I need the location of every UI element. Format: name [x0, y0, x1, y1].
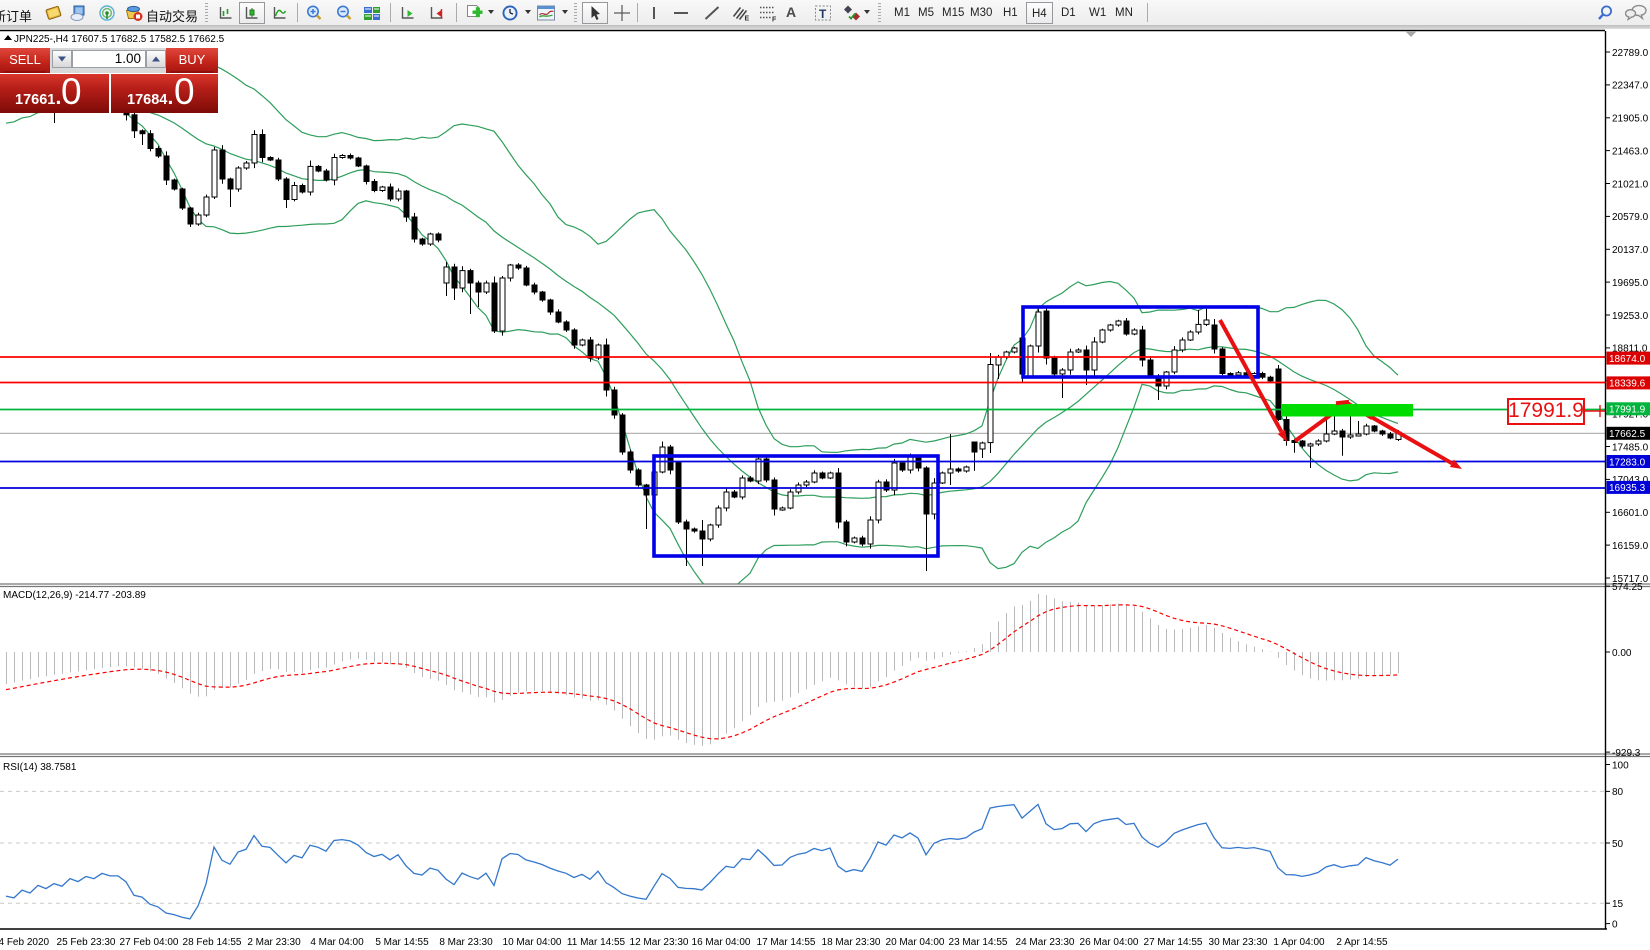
svg-text:F: F: [772, 17, 777, 22]
svg-text:21463.0: 21463.0: [1612, 146, 1649, 157]
svg-text:19695.0: 19695.0: [1612, 278, 1649, 289]
svg-text:5 Mar 14:55: 5 Mar 14:55: [375, 937, 429, 948]
svg-text:17 Mar 14:55: 17 Mar 14:55: [757, 937, 816, 948]
svg-text:17991.9: 17991.9: [1609, 405, 1646, 416]
svg-text:27 Feb 04:00: 27 Feb 04:00: [120, 937, 179, 948]
svg-text:27 Mar 14:55: 27 Mar 14:55: [1144, 937, 1203, 948]
svg-text:21021.0: 21021.0: [1612, 179, 1649, 190]
svg-text:25 Feb 23:30: 25 Feb 23:30: [57, 937, 116, 948]
svg-text:574.25: 574.25: [1612, 582, 1643, 593]
svg-text:20137.0: 20137.0: [1612, 245, 1649, 256]
svg-text:16935.3: 16935.3: [1609, 483, 1646, 494]
svg-text:17485.0: 17485.0: [1612, 442, 1649, 453]
svg-text:18339.6: 18339.6: [1609, 379, 1646, 390]
svg-text:E: E: [745, 16, 750, 22]
svg-text:17991.9: 17991.9: [1508, 399, 1584, 422]
svg-text:23 Mar 14:55: 23 Mar 14:55: [949, 937, 1008, 948]
svg-text:JPN225-,H4 17607.5 17682.5 17: JPN225-,H4 17607.5 17682.5 17582.5 17662…: [14, 34, 225, 45]
svg-text:0.00: 0.00: [1612, 648, 1632, 659]
svg-text:11 Mar 14:55: 11 Mar 14:55: [567, 937, 626, 948]
svg-text:2 Mar 23:30: 2 Mar 23:30: [247, 937, 301, 948]
svg-text:T: T: [819, 7, 827, 21]
svg-text:18 Mar 23:30: 18 Mar 23:30: [822, 937, 881, 948]
svg-text:4 Mar 04:00: 4 Mar 04:00: [310, 937, 364, 948]
svg-text:22789.0: 22789.0: [1612, 48, 1649, 59]
svg-text:10 Mar 04:00: 10 Mar 04:00: [503, 937, 562, 948]
svg-text:-929.3: -929.3: [1612, 748, 1641, 759]
svg-text:1 Apr 04:00: 1 Apr 04:00: [1273, 937, 1325, 948]
svg-text:12 Mar 23:30: 12 Mar 23:30: [630, 937, 689, 948]
svg-text:17662.5: 17662.5: [1609, 429, 1646, 440]
svg-text:100: 100: [1612, 760, 1629, 771]
svg-text:20 Mar 04:00: 20 Mar 04:00: [886, 937, 945, 948]
svg-text:16601.0: 16601.0: [1612, 508, 1649, 519]
svg-text:50: 50: [1612, 839, 1624, 850]
svg-text:RSI(14) 38.7581: RSI(14) 38.7581: [3, 762, 77, 773]
svg-text:24 Feb 2020: 24 Feb 2020: [0, 937, 50, 948]
svg-text:21905.0: 21905.0: [1612, 114, 1649, 125]
svg-text:80: 80: [1612, 787, 1624, 798]
svg-text:15717.0: 15717.0: [1612, 574, 1649, 585]
svg-text:26 Mar 04:00: 26 Mar 04:00: [1080, 937, 1139, 948]
svg-text:18811.0: 18811.0: [1612, 344, 1648, 355]
svg-text:16 Mar 04:00: 16 Mar 04:00: [692, 937, 751, 948]
svg-text:8 Mar 23:30: 8 Mar 23:30: [439, 937, 493, 948]
svg-text:0: 0: [1612, 919, 1618, 930]
svg-text:17283.0: 17283.0: [1609, 457, 1646, 468]
svg-text:19253.0: 19253.0: [1612, 311, 1649, 322]
svg-text:15: 15: [1612, 899, 1624, 910]
svg-text:MACD(12,26,9) -214.77 -203.89: MACD(12,26,9) -214.77 -203.89: [3, 590, 146, 601]
svg-text:16159.0: 16159.0: [1612, 541, 1649, 552]
svg-text:24 Mar 23:30: 24 Mar 23:30: [1016, 937, 1075, 948]
svg-text:28 Feb 14:55: 28 Feb 14:55: [183, 937, 242, 948]
svg-text:2 Apr 14:55: 2 Apr 14:55: [1336, 937, 1388, 948]
svg-text:17043.0: 17043.0: [1612, 475, 1649, 486]
svg-text:18674.0: 18674.0: [1609, 354, 1646, 365]
svg-text:30 Mar 23:30: 30 Mar 23:30: [1209, 937, 1268, 948]
svg-text:20579.0: 20579.0: [1612, 212, 1649, 223]
svg-text:22347.0: 22347.0: [1612, 81, 1649, 92]
